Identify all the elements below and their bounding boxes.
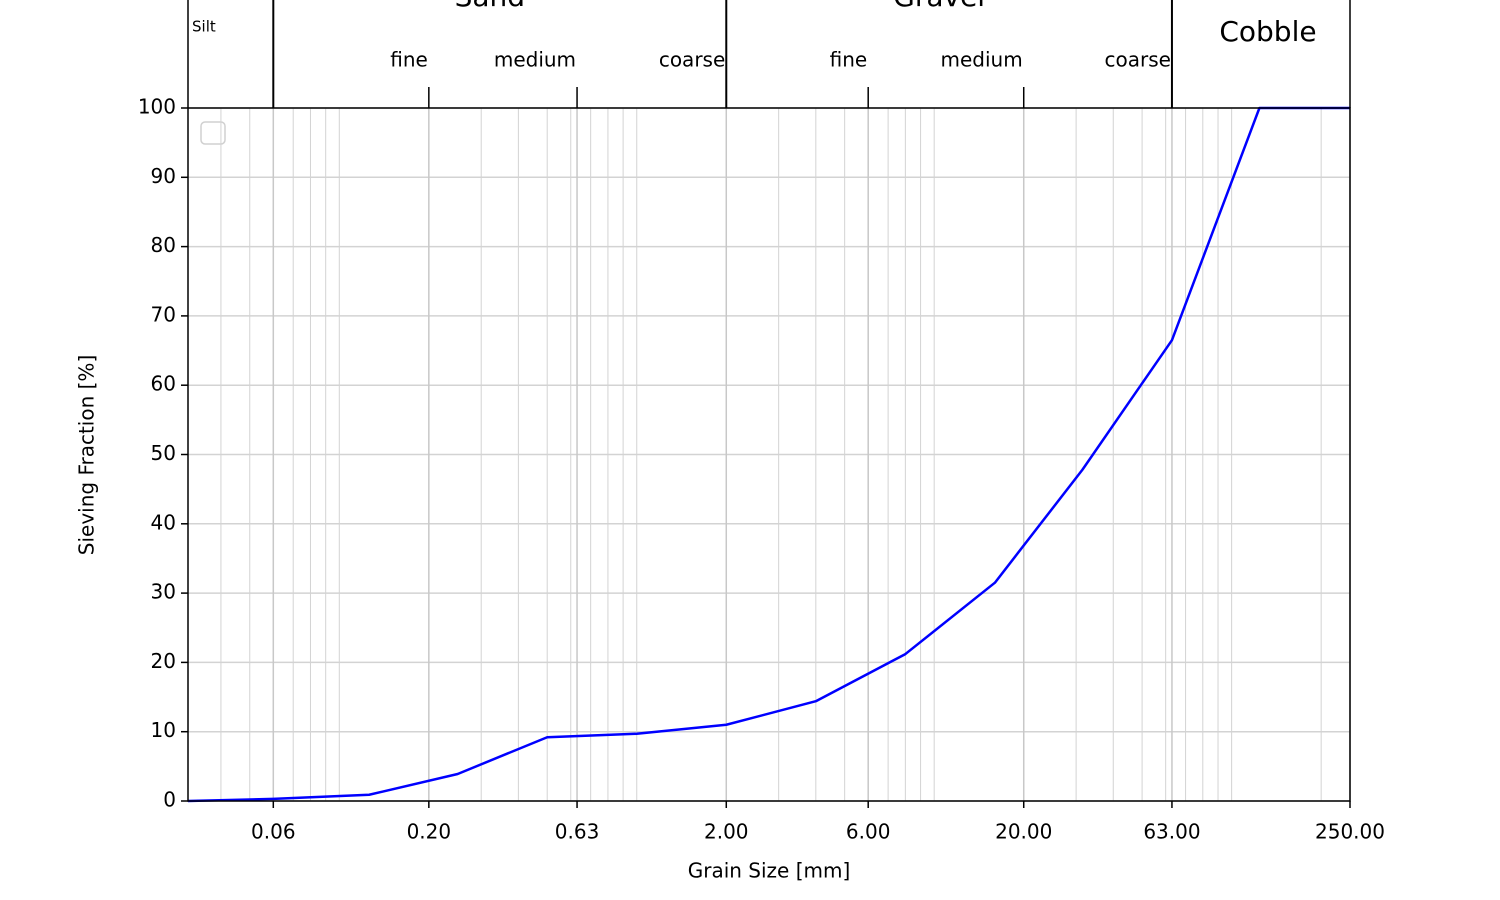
y-tick-label: 70 bbox=[151, 302, 176, 326]
y-tick-label: 50 bbox=[151, 441, 176, 465]
subzone-label: coarse bbox=[1105, 48, 1171, 72]
data-line bbox=[187, 106, 1350, 803]
x-tick-label: 250.00 bbox=[1315, 820, 1385, 844]
y-tick-label: 20 bbox=[151, 649, 176, 673]
zone-label: Cobble bbox=[1219, 15, 1316, 48]
x-axis-label: Grain Size [mm] bbox=[688, 859, 851, 883]
subzone-label: coarse bbox=[659, 48, 725, 72]
subzone-label: medium bbox=[941, 48, 1023, 72]
subzone-label: fine bbox=[390, 48, 428, 72]
y-tick-label: 10 bbox=[151, 718, 176, 742]
zone-label: Silt bbox=[192, 18, 216, 36]
plot-frame bbox=[187, 107, 1351, 802]
y-axis-label: Sieving Fraction [%] bbox=[75, 355, 99, 555]
y-tick-label: 100 bbox=[138, 95, 176, 119]
y-tick-label: 30 bbox=[151, 580, 176, 604]
x-tick-label: 0.63 bbox=[555, 820, 600, 844]
y-tick-label: 80 bbox=[151, 233, 176, 257]
zone-label: Gravel bbox=[893, 0, 985, 13]
y-tick-label: 40 bbox=[151, 510, 176, 534]
legend-box bbox=[200, 121, 226, 145]
y-tick-label: 0 bbox=[163, 788, 176, 812]
x-tick-label: 0.06 bbox=[251, 820, 296, 844]
x-tick-label: 2.00 bbox=[704, 820, 749, 844]
subzone-label: medium bbox=[494, 48, 576, 72]
y-tick-label: 60 bbox=[151, 372, 176, 396]
x-tick-label: 63.00 bbox=[1143, 820, 1200, 844]
x-tick-label: 20.00 bbox=[995, 820, 1052, 844]
subzone-label: fine bbox=[830, 48, 868, 72]
y-tick-label: 90 bbox=[151, 164, 176, 188]
x-tick-label: 6.00 bbox=[846, 820, 891, 844]
x-tick-label: 0.20 bbox=[407, 820, 452, 844]
zone-label: Sand bbox=[455, 0, 525, 13]
